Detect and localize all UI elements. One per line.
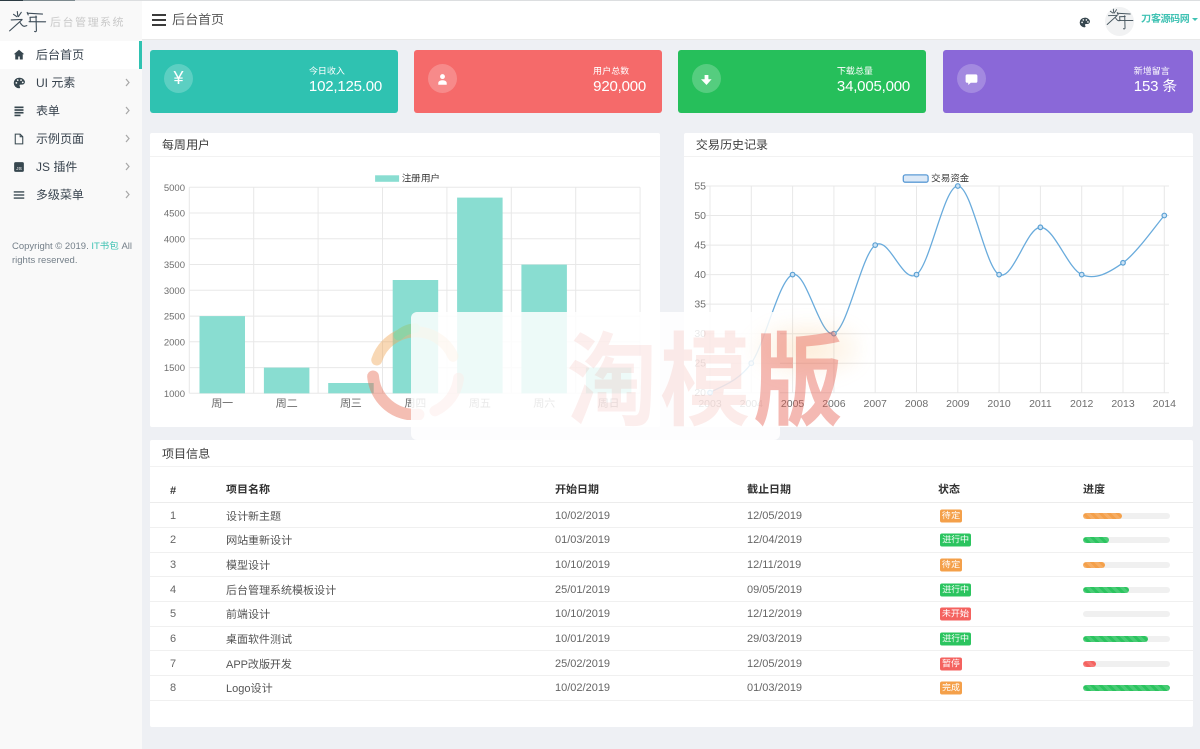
svg-text:2013: 2013: [1111, 398, 1135, 410]
svg-text:2012: 2012: [1070, 398, 1094, 410]
svg-text:2000: 2000: [164, 337, 185, 348]
svg-text:2008: 2008: [905, 398, 929, 410]
svg-text:3000: 3000: [164, 286, 185, 297]
svg-text:50: 50: [694, 210, 706, 222]
svg-text:2010: 2010: [987, 398, 1011, 410]
svg-text:4500: 4500: [164, 209, 185, 220]
svg-text:45: 45: [694, 240, 706, 252]
svg-text:2006: 2006: [822, 398, 846, 410]
svg-text:40: 40: [694, 269, 706, 281]
svg-text:2009: 2009: [946, 398, 970, 410]
svg-text:注册用户: 注册用户: [402, 173, 440, 185]
svg-text:交易资金: 交易资金: [931, 173, 970, 185]
svg-text:55: 55: [694, 181, 706, 193]
svg-text:周二: 周二: [276, 398, 298, 410]
svg-text:35: 35: [694, 299, 706, 311]
svg-text:2005: 2005: [781, 398, 805, 410]
svg-text:周一: 周一: [211, 398, 233, 410]
svg-text:周三: 周三: [340, 398, 362, 410]
svg-text:2500: 2500: [164, 312, 185, 323]
svg-text:JS: JS: [16, 166, 22, 172]
svg-text:3500: 3500: [164, 260, 185, 271]
svg-text:1000: 1000: [164, 389, 185, 400]
svg-text:2014: 2014: [1153, 398, 1177, 410]
svg-text:2011: 2011: [1029, 398, 1052, 410]
svg-text:1500: 1500: [164, 363, 185, 374]
svg-text:2007: 2007: [864, 398, 888, 410]
svg-text:5000: 5000: [164, 183, 185, 194]
svg-text:4000: 4000: [164, 234, 185, 245]
